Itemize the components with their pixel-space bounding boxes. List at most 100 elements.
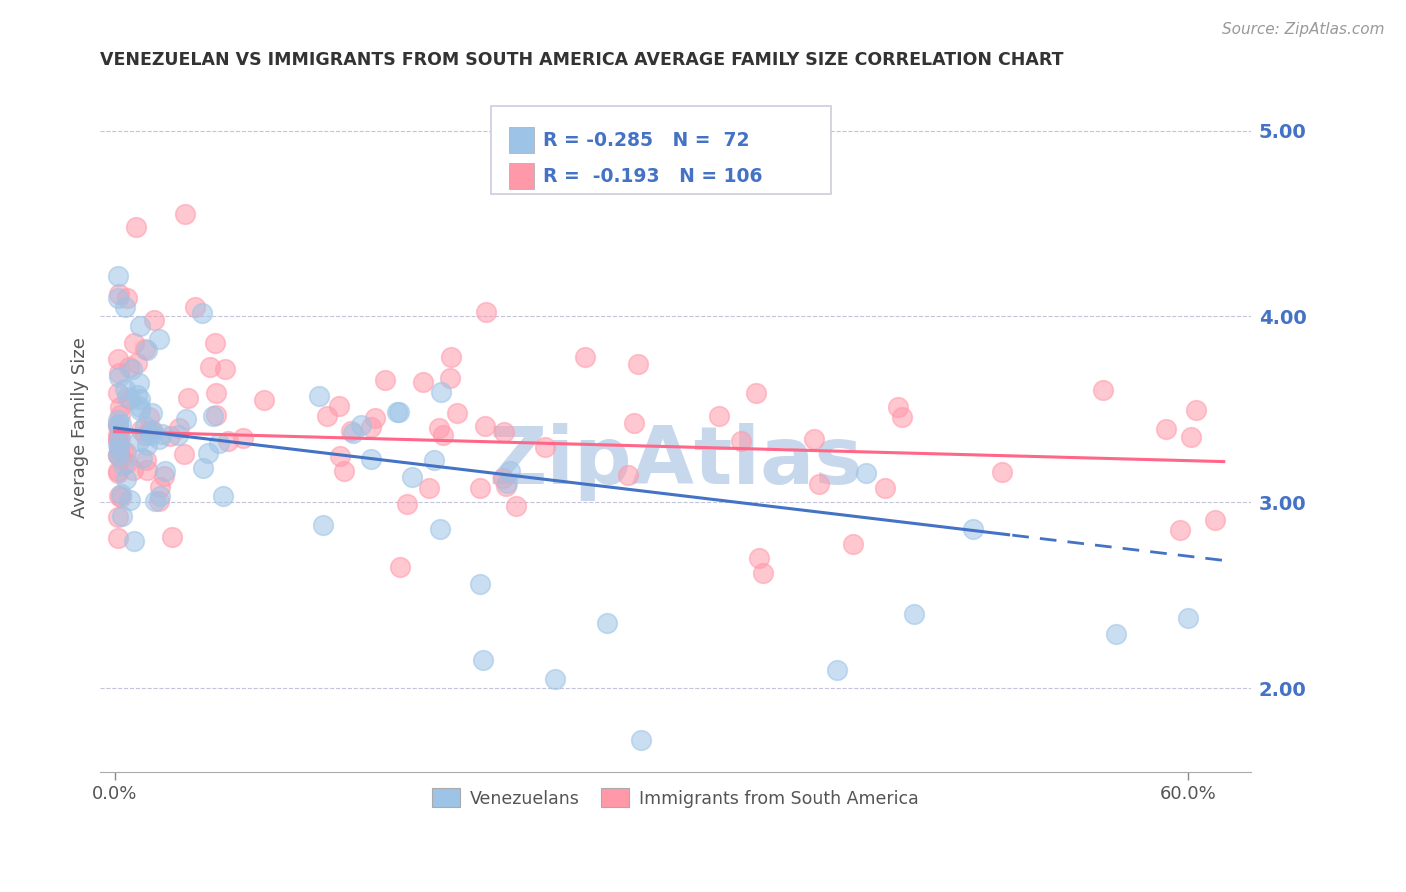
Point	[191, 306, 214, 320]
Point	[115, 456, 138, 470]
Point	[141, 423, 163, 437]
Point	[533, 440, 555, 454]
Point	[122, 335, 145, 350]
Point	[315, 409, 337, 423]
Point	[107, 434, 129, 448]
Point	[340, 424, 363, 438]
Point	[143, 313, 166, 327]
Point	[748, 551, 770, 566]
Point	[205, 386, 228, 401]
Point	[472, 653, 495, 667]
Point	[107, 268, 129, 283]
Point	[1168, 523, 1191, 537]
Point	[114, 300, 136, 314]
Bar	[509, 163, 534, 189]
Point	[131, 450, 153, 465]
Point	[118, 493, 141, 508]
Point	[149, 480, 172, 494]
Point	[474, 418, 496, 433]
FancyBboxPatch shape	[492, 106, 831, 194]
Point	[125, 220, 148, 235]
Point	[110, 417, 132, 432]
Point	[751, 566, 773, 580]
Point	[107, 291, 129, 305]
Point	[107, 464, 129, 478]
Point	[308, 389, 330, 403]
Bar	[509, 128, 534, 153]
Point	[107, 448, 129, 462]
Point	[191, 460, 214, 475]
Point	[107, 448, 129, 462]
Point	[115, 390, 138, 404]
Point	[360, 451, 382, 466]
Point	[212, 490, 235, 504]
Point	[108, 370, 131, 384]
Y-axis label: Average Family Size: Average Family Size	[72, 337, 89, 518]
Point	[217, 434, 239, 449]
Point	[134, 419, 156, 434]
Point	[197, 446, 219, 460]
Point	[159, 428, 181, 442]
Point	[138, 410, 160, 425]
Point	[627, 358, 650, 372]
Point	[138, 425, 160, 439]
Point	[962, 522, 984, 536]
Point	[153, 468, 176, 483]
Point	[491, 471, 513, 485]
Point	[204, 335, 226, 350]
Point	[135, 343, 157, 357]
Point	[418, 481, 440, 495]
Point	[374, 373, 396, 387]
Point	[198, 360, 221, 375]
Point	[1154, 422, 1177, 436]
Point	[141, 424, 163, 438]
Point	[149, 489, 172, 503]
Point	[903, 607, 925, 621]
Point	[108, 441, 131, 455]
Point	[167, 427, 190, 442]
Point	[117, 291, 139, 305]
Point	[745, 386, 768, 401]
Point	[214, 362, 236, 376]
Point	[134, 428, 156, 442]
Point	[167, 420, 190, 434]
Point	[401, 469, 423, 483]
Point	[312, 517, 335, 532]
Point	[891, 410, 914, 425]
Point	[423, 453, 446, 467]
Point	[184, 300, 207, 314]
Point	[1092, 384, 1115, 398]
Point	[475, 304, 498, 318]
Point	[496, 476, 519, 491]
Point	[107, 489, 129, 503]
Point	[107, 351, 129, 366]
Point	[129, 400, 152, 414]
Point	[427, 421, 450, 435]
Point	[440, 351, 463, 365]
Point	[360, 420, 382, 434]
Point	[125, 356, 148, 370]
Point	[232, 431, 254, 445]
Point	[1180, 429, 1202, 443]
Legend: Venezuelans, Immigrants from South America: Venezuelans, Immigrants from South Ameri…	[425, 781, 925, 814]
Point	[395, 497, 418, 511]
Point	[107, 531, 129, 545]
Point	[108, 430, 131, 444]
Point	[205, 409, 228, 423]
Point	[470, 481, 492, 495]
Point	[129, 392, 152, 406]
Point	[202, 409, 225, 424]
Point	[470, 577, 492, 591]
Point	[150, 427, 173, 442]
Point	[803, 433, 825, 447]
Point	[730, 434, 752, 448]
Point	[1184, 403, 1206, 417]
Point	[253, 392, 276, 407]
Point	[1204, 513, 1226, 527]
Point	[121, 361, 143, 376]
Point	[108, 400, 131, 414]
Point	[131, 424, 153, 438]
Point	[122, 533, 145, 548]
Point	[108, 286, 131, 301]
Point	[544, 672, 567, 686]
